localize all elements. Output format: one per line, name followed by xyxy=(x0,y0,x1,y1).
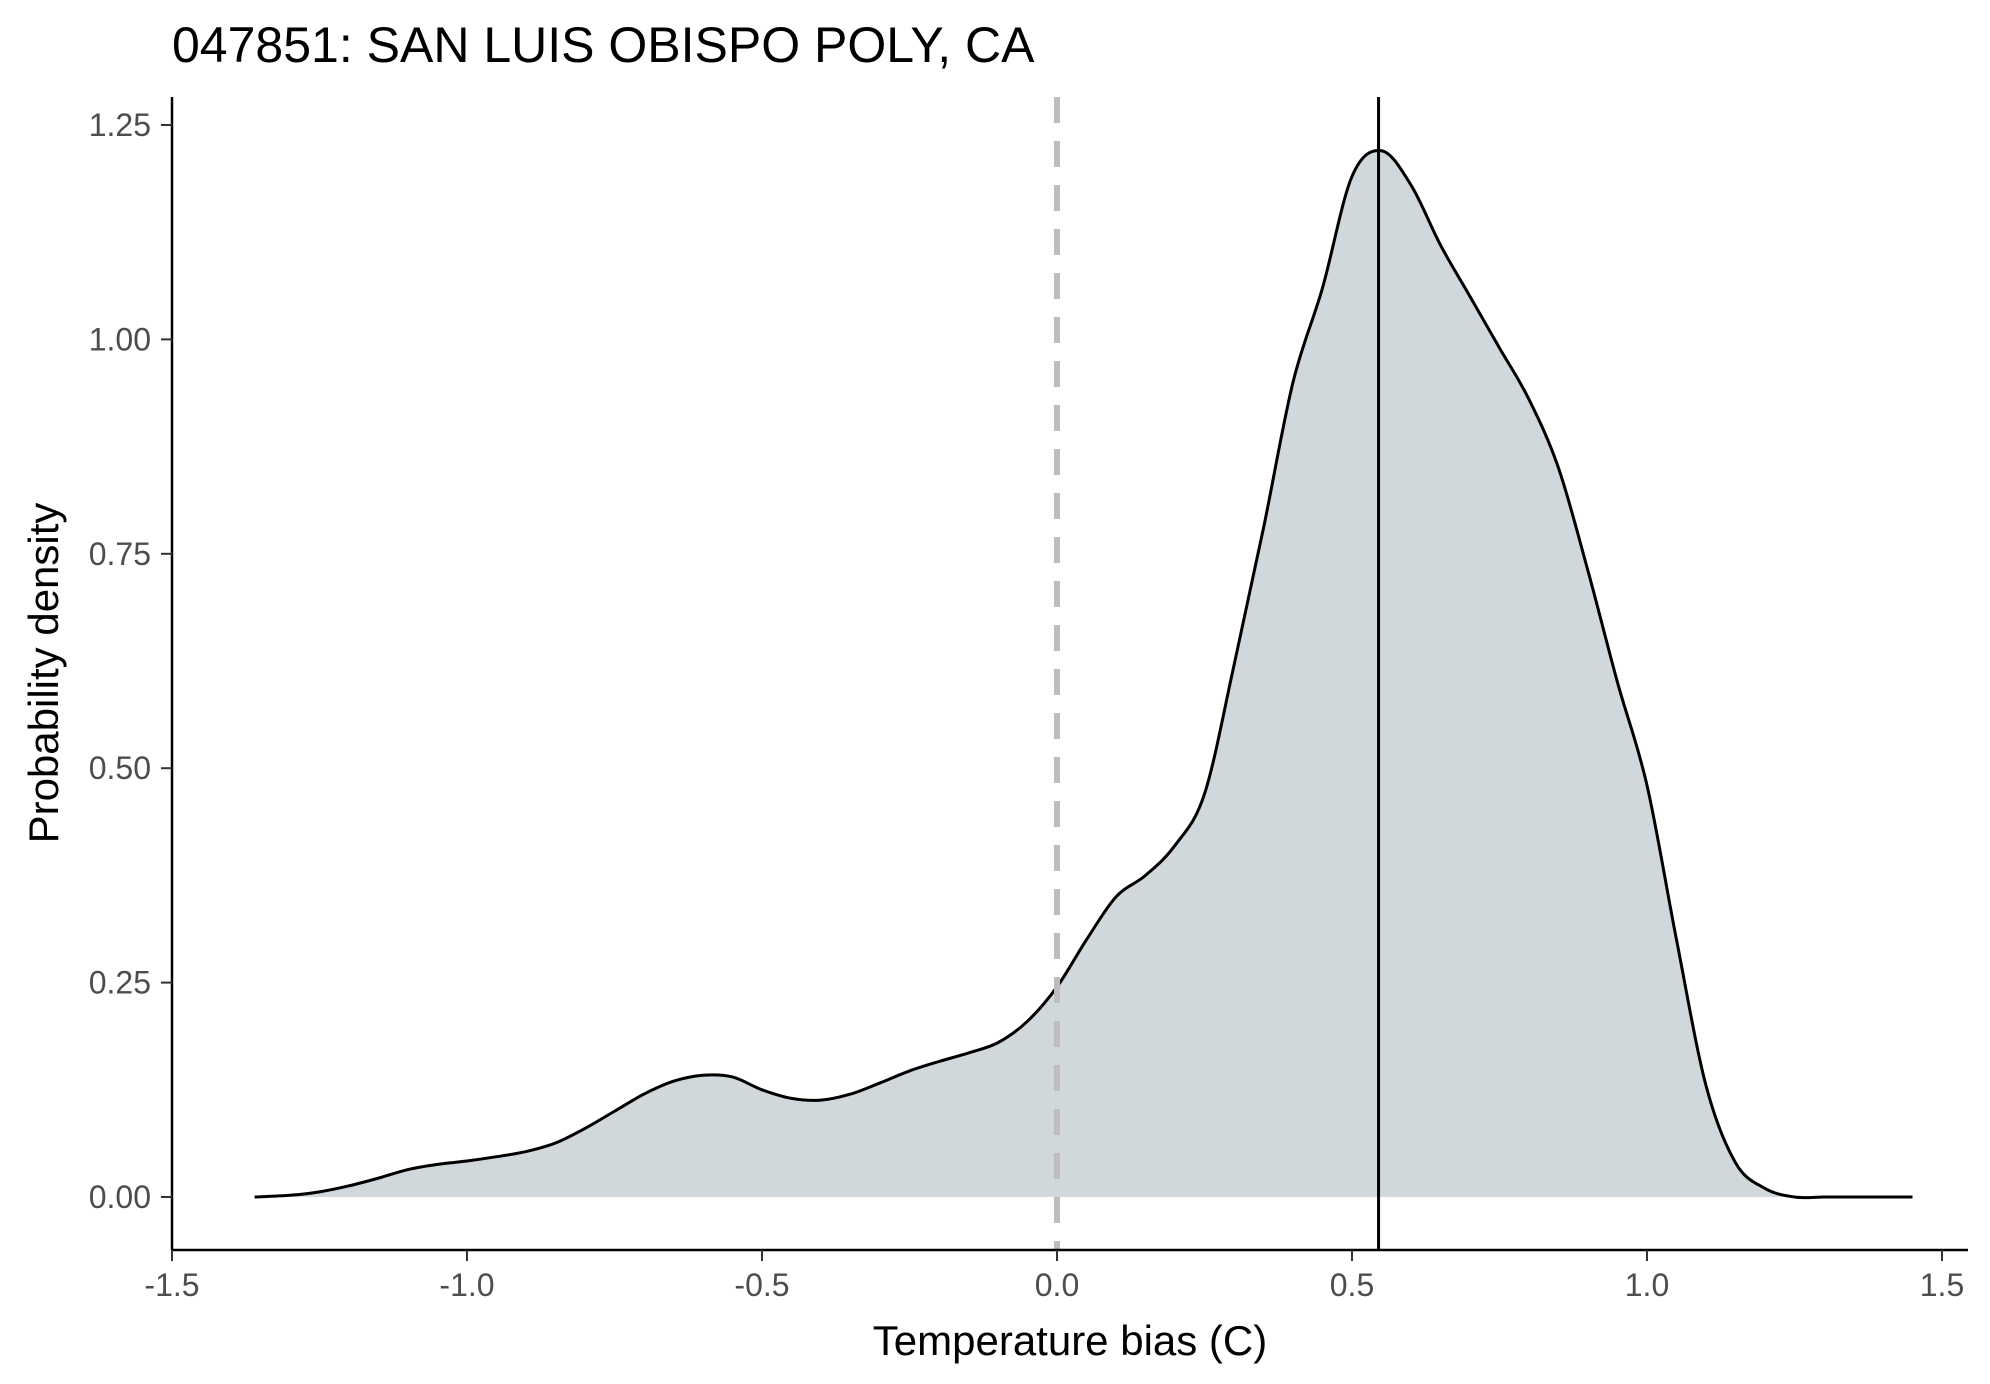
y-tick-label: 0.50 xyxy=(89,750,151,786)
reference-lines xyxy=(1054,97,1381,1250)
x-tick-label: 0.5 xyxy=(1330,1267,1374,1303)
x-axis-ticks: -1.5 -1.0 -0.5 0.0 0.5 1.0 1.5 xyxy=(144,1250,1964,1303)
x-tick-label: -1.0 xyxy=(439,1267,494,1303)
x-axis-title: Temperature bias (C) xyxy=(873,1317,1267,1364)
y-axis-ticks: 0.00 0.25 0.50 0.75 1.00 1.25 xyxy=(89,107,172,1215)
x-tick-label: 0.0 xyxy=(1035,1267,1079,1303)
y-tick-label: 0.00 xyxy=(89,1179,151,1215)
plot-area xyxy=(254,148,1913,1200)
y-axis-title: Probability density xyxy=(20,503,67,844)
x-tick-label: 1.5 xyxy=(1920,1267,1964,1303)
x-tick-label: -1.5 xyxy=(144,1267,199,1303)
x-tick-label: -0.5 xyxy=(734,1267,789,1303)
y-tick-label: 1.00 xyxy=(89,321,151,357)
chart-title: 047851: SAN LUIS OBISPO POLY, CA xyxy=(172,17,1035,73)
x-tick-label: 1.0 xyxy=(1625,1267,1669,1303)
y-tick-label: 1.25 xyxy=(89,107,151,143)
density-line xyxy=(254,148,1913,1200)
y-tick-label: 0.75 xyxy=(89,536,151,572)
density-area xyxy=(254,150,1913,1198)
y-tick-label: 0.25 xyxy=(89,965,151,1001)
